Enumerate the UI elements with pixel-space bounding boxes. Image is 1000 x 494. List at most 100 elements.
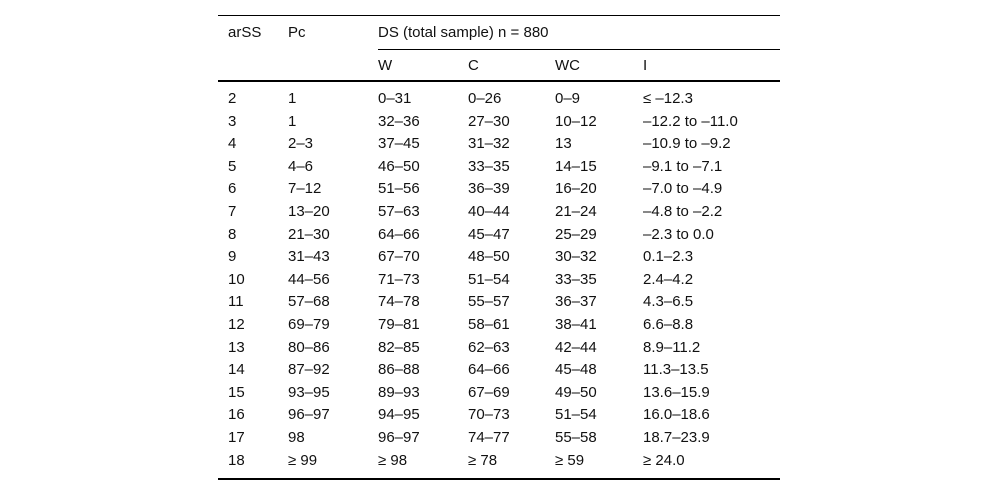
table-cell: 49–50 — [555, 383, 597, 401]
score-conversion-table: arSS Pc DS (total sample) n = 880 W C WC… — [218, 15, 781, 481]
table-cell: 86–88 — [378, 361, 420, 379]
table-cell: 4 — [228, 135, 237, 153]
table-header: arSS Pc DS (total sample) n = 880 W C WC… — [218, 15, 781, 82]
table-cell: 8 — [228, 225, 237, 243]
table-cell: 2 — [228, 90, 237, 107]
table-cell: 0.1–2.3 — [643, 248, 694, 266]
table-cell: ≥ 78 — [468, 449, 555, 481]
table-cell: 36–37 — [555, 293, 597, 311]
table-cell: 45–47 — [468, 225, 510, 243]
table-cell: 18.7–23.9 — [643, 428, 710, 446]
table-row: 11 57–68 74–78 55–57 36–37 4.3–6.5 — [218, 291, 780, 314]
table-row: 5 4–6 46–50 33–35 14–15 –9.1 to –7.1 — [218, 156, 780, 179]
document-page: arSS Pc DS (total sample) n = 880 W C WC… — [218, 15, 781, 481]
table-cell: 14 — [228, 361, 245, 379]
table-cell: 1 — [288, 90, 297, 107]
table-body: 2 1 0–31 0–26 0–9 ≤ –12.3 3 1 32–36 27–30 10–12 –12… — [218, 81, 781, 481]
subheader-spacer — [218, 49, 288, 82]
table-cell: 6.6–8.8 — [643, 315, 694, 333]
table-cell: 5 — [228, 157, 237, 175]
table-cell: 13 — [228, 338, 245, 356]
subheader-c: C — [468, 49, 555, 82]
table-cell: 33–35 — [555, 270, 597, 288]
table-cell: 48–50 — [468, 248, 510, 266]
table-cell: 82–85 — [378, 338, 420, 356]
table-cell: 51–56 — [378, 180, 420, 198]
table-cell: 7–12 — [288, 180, 322, 198]
table-cell: 15 — [228, 383, 245, 401]
table-cell: 0–9 — [555, 90, 581, 107]
table-cell: 80–86 — [288, 338, 330, 356]
table-cell: 7 — [228, 202, 237, 220]
table-cell: 51–54 — [555, 406, 597, 424]
table-cell: 42–44 — [555, 338, 597, 356]
table-row: 7 13–20 57–63 40–44 21–24 –4.8 to –2.2 — [218, 201, 780, 224]
table-cell: 16 — [228, 406, 245, 424]
table-row: 3 1 32–36 27–30 10–12 –12.2 to –11.0 — [218, 111, 780, 134]
table-cell: 46–50 — [378, 157, 420, 175]
table-row: 18 ≥ 99 ≥ 98 ≥ 78 ≥ 59 ≥ 24.0 — [218, 449, 781, 481]
table-row: 8 21–30 64–66 45–47 25–29 –2.3 to 0.0 — [218, 224, 780, 247]
table-cell: 0–26 — [468, 90, 502, 107]
table-cell: 36–39 — [468, 180, 510, 198]
table-cell: 57–63 — [378, 202, 420, 220]
table-cell: –12.2 to –11.0 — [643, 112, 738, 130]
table-cell: 18 — [218, 449, 288, 481]
table-cell: 51–54 — [468, 270, 510, 288]
table-cell: 9 — [228, 248, 237, 266]
table-cell: 37–45 — [378, 135, 420, 153]
subheader-spacer — [288, 49, 378, 82]
table-cell: 30–32 — [555, 248, 597, 266]
table-cell: 31–43 — [288, 248, 330, 266]
table-cell: 17 — [228, 428, 245, 446]
table-cell: 21–30 — [288, 225, 330, 243]
col-header-arss: arSS — [218, 15, 288, 50]
table-cell: 4.3–6.5 — [643, 293, 694, 311]
table-cell: 13.6–15.9 — [643, 383, 710, 401]
group-header-ds: DS (total sample) n = 880 — [378, 15, 781, 50]
table-cell: 64–66 — [378, 225, 420, 243]
table-cell: 67–70 — [378, 248, 420, 266]
table-cell: 10–12 — [555, 112, 597, 130]
table-cell: ≥ 59 — [555, 449, 643, 481]
table-cell: 55–57 — [468, 293, 510, 311]
table-cell: –10.9 to –9.2 — [643, 135, 731, 153]
table-row: 17 98 96–97 74–77 55–58 18.7–23.9 — [218, 427, 780, 450]
table-cell: 44–56 — [288, 270, 330, 288]
table-cell: 11 — [228, 293, 244, 311]
table-cell: 33–35 — [468, 157, 510, 175]
table-cell: 10 — [228, 270, 245, 288]
table-cell: 3 — [228, 112, 237, 130]
table-cell: –2.3 to 0.0 — [643, 225, 714, 243]
table-row: 6 7–12 51–56 36–39 16–20 –7.0 to –4.9 — [218, 178, 780, 201]
table-cell: 57–68 — [288, 293, 330, 311]
table-cell: 89–93 — [378, 383, 420, 401]
table-row: 13 80–86 82–85 62–63 42–44 8.9–11.2 — [218, 337, 780, 360]
table-cell: 2–3 — [288, 135, 314, 153]
table-cell: 1 — [288, 112, 297, 130]
table-row: 16 96–97 94–95 70–73 51–54 16.0–18.6 — [218, 404, 780, 427]
table-cell: 96–97 — [378, 428, 420, 446]
table-cell: 67–69 — [468, 383, 510, 401]
table-row: 14 87–92 86–88 64–66 45–48 11.3–13.5 — [218, 359, 780, 382]
table-cell: 32–36 — [378, 112, 420, 130]
table-cell: 96–97 — [288, 406, 330, 424]
table-cell: 38–41 — [555, 315, 597, 333]
table-cell: 98 — [288, 428, 305, 446]
table-cell: 4–6 — [288, 157, 314, 175]
table-cell: 93–95 — [288, 383, 330, 401]
table-row: 12 69–79 79–81 58–61 38–41 6.6–8.8 — [218, 314, 780, 337]
table-cell: 12 — [228, 315, 245, 333]
col-header-pc: Pc — [288, 15, 378, 50]
table-cell: 74–78 — [378, 293, 420, 311]
table-cell: 64–66 — [468, 361, 510, 379]
table-cell: 6 — [228, 180, 237, 198]
table-cell: 2.4–4.2 — [643, 270, 694, 288]
table-cell: ≥ 98 — [378, 449, 468, 481]
table-row: 9 31–43 67–70 48–50 30–32 0.1–2.3 — [218, 246, 780, 269]
table-cell: –9.1 to –7.1 — [643, 157, 723, 175]
table-cell: 74–77 — [468, 428, 510, 446]
table-cell: 25–29 — [555, 225, 597, 243]
table-cell: ≥ 24.0 — [643, 449, 781, 481]
table-cell: 13 — [555, 135, 572, 153]
